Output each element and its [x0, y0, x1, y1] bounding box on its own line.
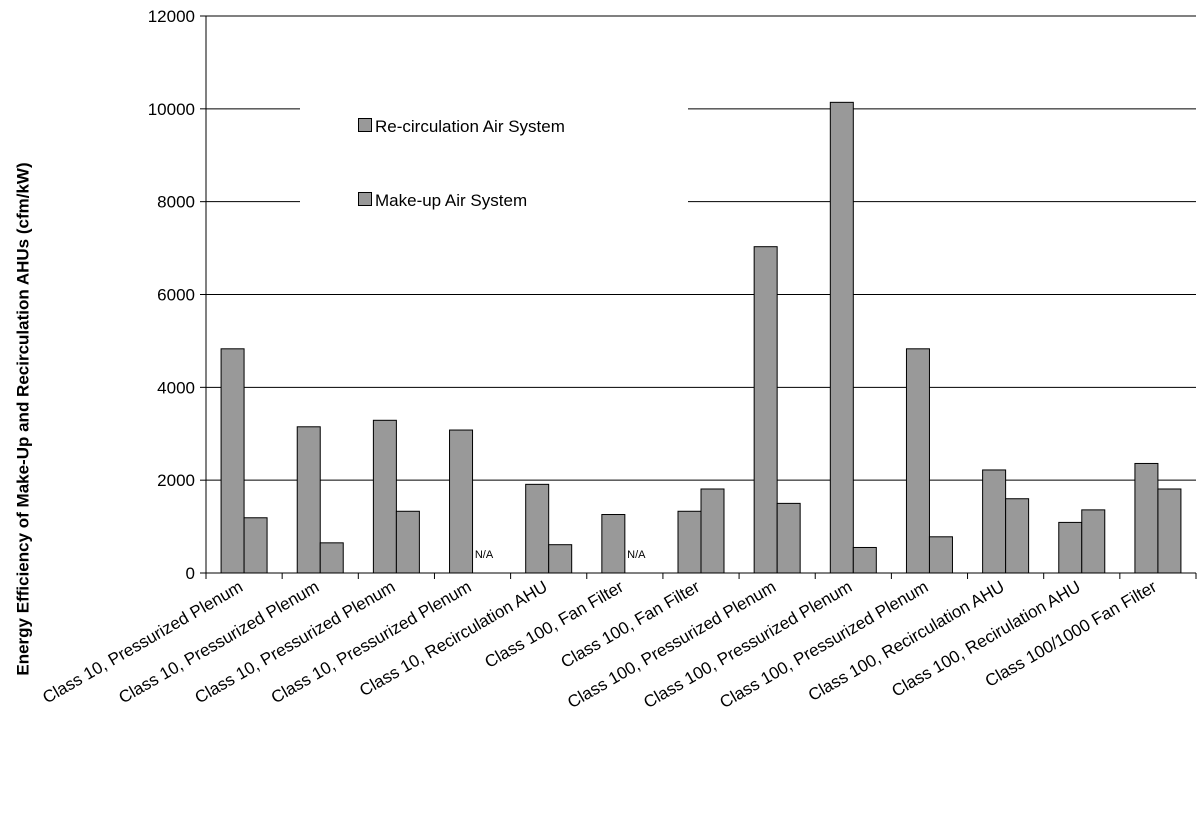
bar-0-8 [829, 101, 854, 574]
bar-1-12 [1157, 488, 1182, 574]
bar-0-12 [1134, 462, 1159, 574]
y-tick-label-0: 0 [186, 564, 195, 583]
bar-0-3 [449, 429, 474, 574]
x-tick-label-5: Class 100, Fan Filter [482, 577, 628, 672]
y-tick-label-6: 12000 [148, 7, 195, 26]
na-annotation-1: N/A [627, 549, 646, 561]
y-tick-label-1: 2000 [157, 471, 195, 490]
bar-1-10 [1005, 498, 1030, 574]
na-annotation-0: N/A [475, 549, 494, 561]
bar-0-7 [753, 246, 778, 574]
legend-background [300, 90, 688, 230]
y-tick-label-5: 10000 [148, 100, 195, 119]
y-tick-label-2: 4000 [157, 378, 195, 397]
bar-0-4 [525, 483, 550, 574]
y-tick-label-4: 8000 [157, 193, 195, 212]
bar-1-11 [1081, 509, 1106, 574]
bar-1-9 [928, 536, 953, 574]
bar-0-1 [296, 426, 321, 574]
y-tick-label-3: 6000 [157, 286, 195, 305]
legend-swatch-1 [358, 192, 372, 206]
bar-0-11 [1058, 521, 1083, 574]
legend-label-1: Make-up Air System [375, 191, 527, 210]
bar-1-8 [852, 546, 877, 574]
bar-1-7 [776, 502, 801, 574]
bar-0-0 [220, 348, 245, 574]
bar-1-4 [548, 544, 573, 574]
gridlines [206, 15, 1196, 481]
bar-1-6 [700, 488, 725, 574]
labels: 0 2000 4000 6000 8000 10000 12000 N/A N/A Class 1… [39, 7, 1160, 712]
bar-1-2 [395, 510, 420, 574]
bar-1-0 [243, 517, 268, 574]
bar-0-5 [601, 514, 626, 574]
bars [220, 101, 1182, 574]
bar-0-6 [677, 510, 702, 574]
bar-1-1 [319, 542, 344, 574]
legend-label-0: Re-circulation Air System [375, 117, 565, 136]
axes [200, 15, 1197, 579]
bar-0-10 [982, 469, 1007, 574]
legend-swatch-0 [358, 118, 372, 132]
legend: Re-circulation Air System Make-up Air Sys… [300, 90, 688, 230]
bar-0-2 [372, 419, 397, 574]
bar-0-9 [905, 348, 930, 574]
